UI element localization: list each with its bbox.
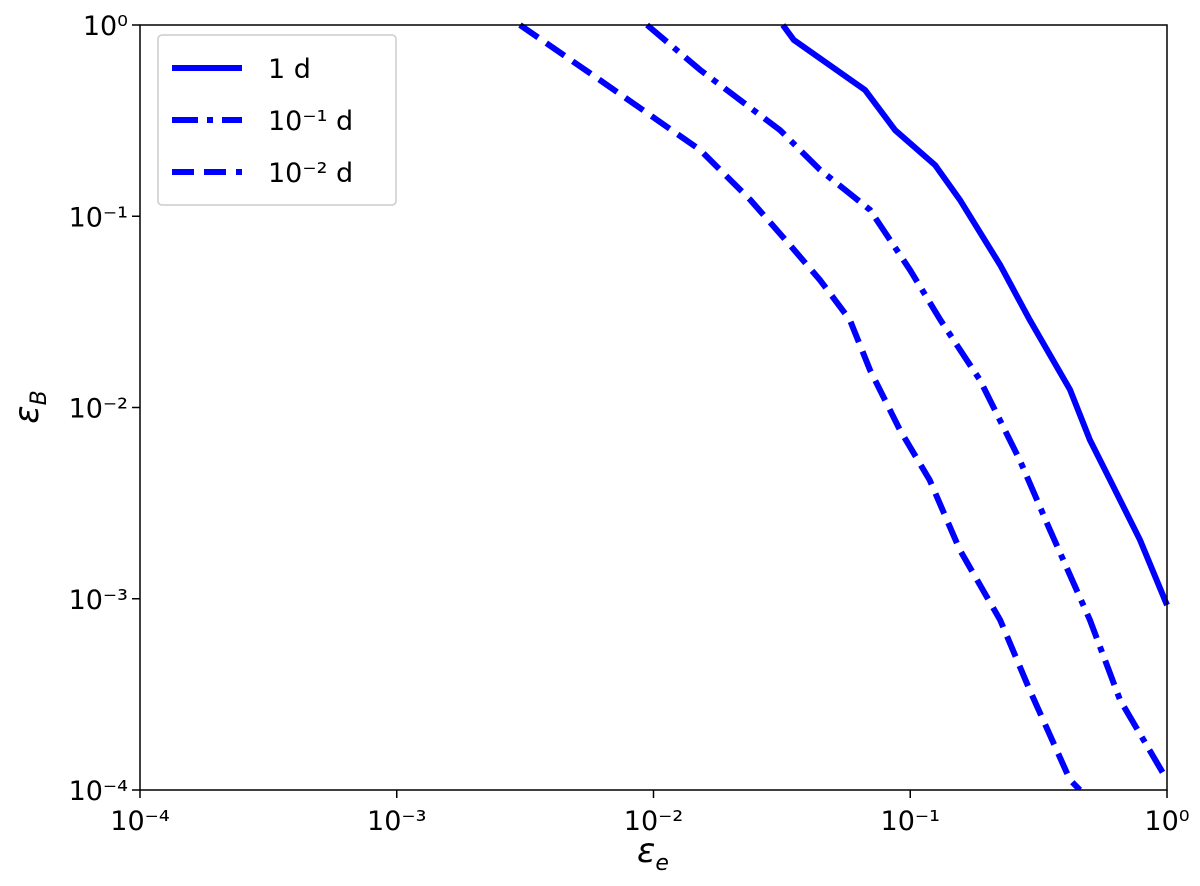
series-line [645, 22, 1170, 782]
series-line [780, 23, 1170, 607]
y-tick-label: 10⁻³ [69, 585, 128, 616]
legend-label: 1 d [268, 54, 311, 85]
series-line [518, 22, 1083, 790]
y-tick-label: 10⁻⁴ [69, 776, 128, 807]
legend-box [157, 34, 397, 206]
x-tick-label: 10⁻⁴ [110, 806, 169, 837]
y-tick-label: 10⁰ [83, 11, 128, 42]
x-tick-label: 10⁻³ [367, 806, 426, 837]
x-axis-label: εe [637, 831, 669, 876]
y-label-main: ε [7, 405, 47, 423]
x-tick-label: 10⁰ [1144, 806, 1189, 837]
legend-label: 10⁻¹ d [268, 106, 353, 137]
y-tick-label: 10⁻² [69, 394, 128, 425]
x-label-sub: e [655, 851, 669, 876]
y-axis-label: εB [7, 390, 52, 423]
x-label-main: ε [637, 831, 655, 871]
y-tick-label: 10⁻¹ [69, 202, 128, 233]
y-label-sub: B [27, 390, 52, 405]
x-tick-label: 10⁻² [624, 806, 683, 837]
x-tick-label: 10⁻¹ [881, 806, 940, 837]
legend-label: 10⁻² d [268, 158, 353, 189]
